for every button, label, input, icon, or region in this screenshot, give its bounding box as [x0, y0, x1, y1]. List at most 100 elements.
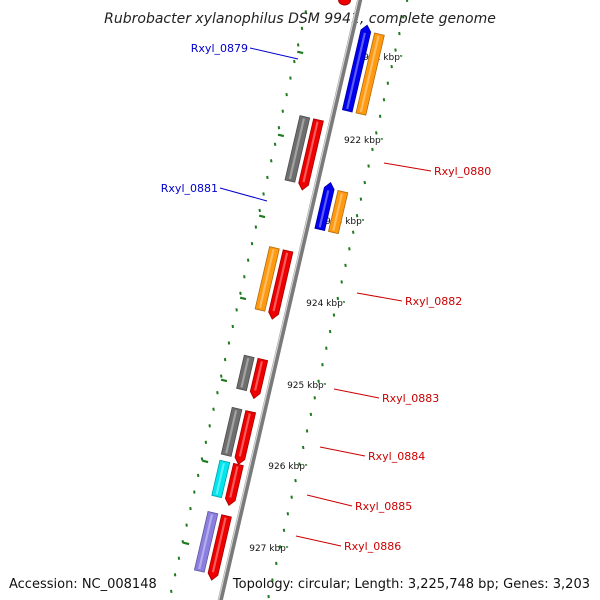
guide-dot [398, 31, 401, 36]
gene-label: Rxyl_0882 [405, 295, 462, 308]
guide-dot [189, 506, 192, 511]
gene-leader-line [295, 535, 342, 547]
gene-Rxyl_0882 [254, 246, 294, 320]
kbp-ticks: 921 kbp 922 kbp 923 kbp 924 kbp 925 kbp 926 k… [182, 50, 403, 554]
map-title: Rubrobacter xylanophilus DSM 9941, compl… [104, 11, 496, 27]
guide-dot [177, 556, 181, 560]
gene-bar-shine [198, 514, 214, 570]
gene-bar-shine [272, 252, 289, 312]
kbp-tick-right [258, 214, 266, 219]
guide-dot [348, 247, 351, 251]
guide-dot [275, 561, 278, 566]
guide-dot [196, 473, 200, 478]
kbp-tick-right [220, 378, 228, 383]
guide-dot [170, 589, 173, 594]
guide-dot [304, 10, 308, 14]
guide-dot [317, 379, 320, 383]
guide-dot [286, 512, 290, 516]
guide-dot [305, 429, 309, 433]
guide-dot [216, 391, 219, 395]
gene-bar-shine [302, 121, 319, 183]
guide-dot [270, 159, 273, 163]
guide-dot [223, 357, 227, 362]
guide-dot [355, 214, 359, 218]
guide-dot [185, 523, 188, 527]
gene-leader-line [319, 446, 366, 457]
gene-bar-shine [211, 517, 227, 573]
guide-dot [258, 208, 261, 213]
gene-Rxyl_0885 [211, 459, 244, 507]
gene-leader-line [249, 47, 299, 60]
guide-dot [300, 26, 304, 31]
gene-Rxyl_0886 [193, 511, 232, 581]
gene-Rxyl_0883 [236, 354, 269, 400]
backbone-line [217, 0, 363, 600]
gene-leader-line [383, 162, 432, 172]
guide-dot [239, 291, 242, 295]
guide-dot [321, 363, 324, 367]
guide-dot [290, 495, 293, 499]
topology-text: Topology: circular; Length: 3,225,748 bp… [232, 577, 590, 592]
gene-label: Rxyl_0885 [355, 500, 412, 513]
guide-dot [243, 275, 246, 279]
guide-dot [367, 164, 370, 168]
guide-dot [325, 346, 328, 350]
guide-dot [267, 594, 270, 599]
accession-text: Accession: NC_008148 [9, 577, 157, 592]
kbp-label: 922 kbp [344, 136, 381, 146]
gene-Rxyl_0880 [284, 115, 324, 191]
gene-leader-line [356, 292, 403, 302]
kbp-label: 927 kbp [249, 544, 286, 554]
kbp-label: 926 kbp [268, 462, 305, 472]
guide-dot [363, 180, 366, 185]
gene-label: Rxyl_0881 [161, 182, 218, 195]
gene-bar-shine [254, 361, 263, 391]
gene-bar-shine [238, 413, 251, 457]
gene-label: Rxyl_0886 [344, 540, 401, 553]
guide-dot [181, 540, 185, 544]
guide-dot [390, 64, 393, 69]
kbp-tick-right [239, 296, 247, 301]
gene-Rxyl_0879 [341, 24, 385, 116]
guide-dot [281, 109, 285, 113]
guide-dot [227, 341, 231, 345]
backbone-highlight [218, 0, 359, 600]
guide-dot [193, 490, 196, 494]
kbp-tick-right [297, 50, 304, 55]
gene-bar-shine [359, 35, 380, 113]
guide-dot [309, 412, 313, 417]
guide-dot [266, 175, 269, 180]
guide-dot [351, 230, 355, 234]
guide-dot [371, 147, 374, 152]
kbp-tick-right [277, 133, 285, 138]
genome-backbone [217, 0, 363, 600]
guide-dot [278, 545, 282, 549]
gene-leader-line [219, 187, 268, 202]
kbp-tick-right [202, 459, 209, 464]
guide-dot [401, 15, 405, 19]
guide-dot [294, 478, 297, 483]
guide-dot [296, 43, 300, 47]
kbp-label: 924 kbp [306, 299, 343, 309]
guide-dot [282, 528, 286, 532]
guide-dot [293, 59, 296, 64]
gene-bar-shine [318, 190, 330, 228]
guide-dot [277, 126, 281, 130]
guide-dot [375, 131, 378, 135]
kbp-label: 923 kbp [325, 217, 362, 227]
guide-dot [313, 396, 316, 400]
gene-bar-shine [332, 193, 344, 231]
guide-dot [298, 462, 301, 466]
guide-dot [208, 424, 211, 428]
guide-dot [200, 457, 204, 461]
gene-labels: Rxyl_0879 Rxyl_0880 Rxyl_0881 Rxyl_0882 Rxyl… [161, 42, 491, 553]
guide-dot [332, 313, 336, 317]
guide-dot [220, 374, 223, 378]
guide-dot [344, 263, 347, 268]
guide-dot [328, 329, 332, 334]
guide-dot [378, 114, 382, 118]
guide-dot [394, 48, 397, 52]
gene-leader-line [333, 388, 380, 399]
gene-label: Rxyl_0883 [382, 392, 439, 405]
guide-dot [336, 296, 340, 301]
